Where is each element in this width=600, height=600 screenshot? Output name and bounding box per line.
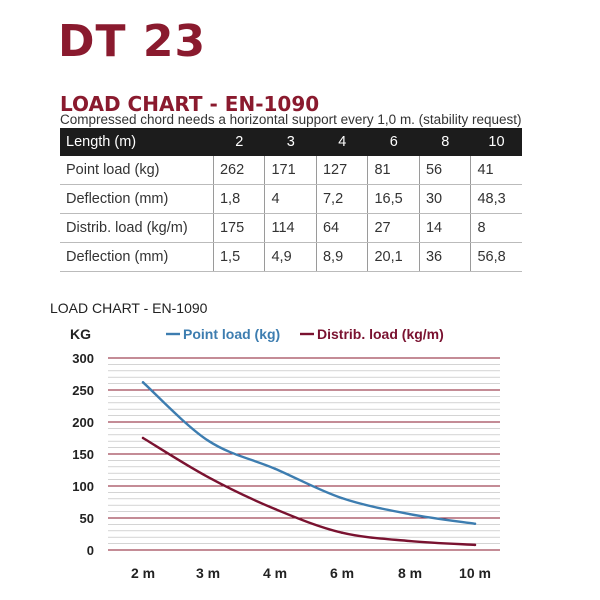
x-tick-label: 8 m [398,565,422,581]
table-cell: 4,9 [264,242,317,272]
header-length: 10 [470,128,522,156]
table-header-row: Length (m) 2 3 4 6 8 10 [60,128,522,156]
x-tick-label: 4 m [263,565,287,581]
row-label: Deflection (mm) [60,184,214,214]
header-length: 4 [316,128,368,156]
table-cell: 114 [264,213,317,243]
y-tick-label: 150 [72,447,94,462]
y-tick-label: 50 [80,511,94,526]
table-cell: 1,5 [213,242,266,272]
header-length: 3 [264,128,317,156]
product-title: DT 23 [58,16,207,67]
table-cell: 56 [419,156,472,185]
header-label: Length (m) [60,128,214,156]
load-chart: KG Point load (kg) Distrib. load (kg/m) 0… [70,326,500,581]
x-tick-label: 2 m [131,565,155,581]
data-point [473,543,477,547]
table-cell: 4 [264,184,317,214]
section-note: Compressed chord needs a horizontal supp… [60,112,522,127]
data-point [408,539,412,543]
table-cell: 27 [367,213,420,243]
data-point [340,496,344,500]
header-length: 8 [419,128,471,156]
y-tick-label: 100 [72,479,94,494]
chart-title: LOAD CHART - EN-1090 [50,300,208,316]
table-row: Deflection (mm) 1,5 4,9 8,9 20,1 36 56,8 [60,242,522,272]
data-point [273,467,277,470]
distrib-load-line [141,436,477,547]
legend-label: Point load (kg) [183,326,280,342]
table-cell: 7,2 [316,184,369,214]
y-tick-label: 0 [87,543,94,558]
x-ticks: 2 m 3 m 4 m 6 m 8 m 10 m [131,565,491,581]
data-point [408,512,412,516]
section-title: LOAD CHART - EN-1090 [60,92,320,116]
table-cell: 14 [419,213,472,243]
table-cell: 8,9 [316,242,369,272]
table-cell: 8 [470,213,522,243]
y-tick-label: 250 [72,383,94,398]
x-tick-label: 10 m [459,565,491,581]
x-tick-label: 3 m [196,565,220,581]
table-cell: 127 [316,156,369,185]
table-cell: 30 [419,184,472,214]
table-row: Distrib. load (kg/m) 175 114 64 27 14 8 [60,213,522,243]
table-cell: 171 [264,156,317,185]
row-label: Point load (kg) [60,156,214,185]
data-point [273,507,277,511]
header-length: 2 [213,128,265,156]
data-point [206,475,210,479]
data-point [141,436,145,440]
header-length: 6 [367,128,420,156]
y-ticks: 0 50 100 150 200 250 300 [72,351,94,558]
data-point [473,522,477,525]
table-row: Deflection (mm) 1,8 4 7,2 16,5 30 48,3 [60,184,522,214]
row-label: Distrib. load (kg/m) [60,213,214,243]
chart-grid [108,357,500,551]
y-axis-label: KG [70,326,91,342]
x-tick-label: 6 m [330,565,354,581]
point-load-line [141,381,477,525]
table-row: Point load (kg) 262 171 127 81 56 41 [60,156,522,185]
table-cell: 56,8 [470,242,522,272]
legend-label: Distrib. load (kg/m) [317,326,444,342]
table-cell: 81 [367,156,420,185]
table-cell: 36 [419,242,472,272]
row-label: Deflection (mm) [60,242,214,272]
table-cell: 64 [316,213,369,243]
data-point [206,439,210,442]
chart-series [141,381,477,547]
table-cell: 48,3 [470,184,522,214]
data-point [340,531,344,534]
table-cell: 20,1 [367,242,420,272]
table-cell: 262 [213,156,266,185]
y-tick-label: 300 [72,351,94,366]
table-cell: 16,5 [367,184,420,214]
data-point [141,381,145,384]
table-cell: 1,8 [213,184,266,214]
y-tick-label: 200 [72,415,94,430]
table-cell: 41 [470,156,522,185]
table-cell: 175 [213,213,266,243]
chart-legend: Point load (kg) Distrib. load (kg/m) [166,326,444,342]
load-table: Length (m) 2 3 4 6 8 10 Point load (kg) … [60,128,522,272]
